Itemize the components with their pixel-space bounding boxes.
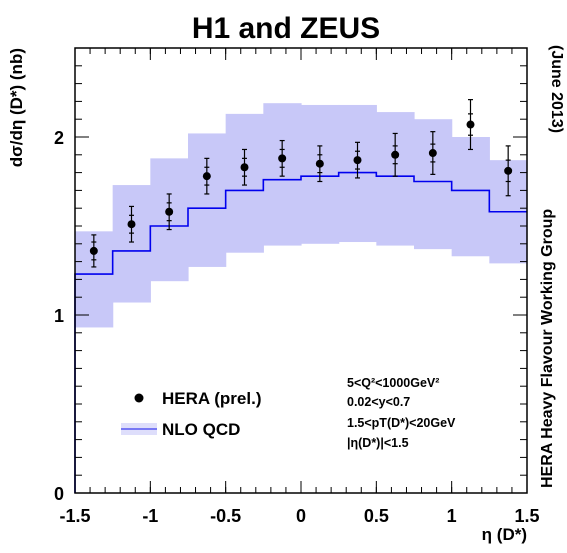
x-tick-label: -0.5 (210, 506, 241, 526)
cut-eta: |η(D*)|<1.5 (347, 436, 409, 450)
nlo-band-bin (188, 133, 227, 267)
x-tick-label: 1.5 (514, 506, 539, 526)
data-point (278, 154, 287, 163)
y-tick-label: 0 (54, 484, 64, 504)
nlo-band-bin (451, 137, 490, 257)
data-point (391, 150, 400, 159)
x-tick-label: -1 (142, 506, 158, 526)
y-axis-label: dσ/dη (D*) (nb) (7, 48, 26, 167)
data-point (504, 166, 513, 175)
x-tick-label: 0 (296, 506, 306, 526)
data-point (240, 163, 249, 172)
x-tick-label: 0.5 (364, 506, 389, 526)
data-point (89, 246, 98, 255)
data-point (127, 220, 136, 229)
side-group: HERA Heavy Flavour Working Group (539, 209, 556, 488)
x-axis-label: η (D*) (482, 525, 527, 544)
hera-points-layer (89, 99, 513, 268)
nlo-band-bin (112, 185, 151, 303)
data-point (202, 172, 211, 181)
nlo-step-layer (74, 171, 527, 493)
data-point (466, 120, 475, 129)
y-tick-label: 1 (54, 306, 64, 326)
legend-marker-nlo-band (121, 423, 157, 435)
data-point (353, 156, 362, 165)
cut-pt: 1.5<pT(D*)<20GeV (347, 416, 456, 430)
data-point (428, 149, 437, 158)
nlo-band-bin (376, 112, 415, 246)
cut-q2: 5<Q²<1000GeV² (347, 376, 439, 390)
nlo-line (74, 171, 527, 493)
x-tick-label: -1.5 (59, 506, 90, 526)
cuts-annotation: 5<Q²<1000GeV² 0.02<y<0.7 1.5<pT(D*)<20Ge… (347, 376, 456, 450)
legend-label-nlo: NLO QCD (162, 420, 240, 439)
data-point (165, 207, 174, 216)
legend-label-hera: HERA (prel.) (162, 389, 262, 408)
axis-layer: -1.5 -1 -0.5 0 0.5 1 1.5 0 1 2 (54, 47, 540, 526)
chart-title: H1 and ZEUS (192, 12, 380, 45)
data-point (315, 159, 324, 168)
cut-q2-text: 5<Q²<1000GeV² (347, 376, 439, 390)
cut-y: 0.02<y<0.7 (347, 395, 410, 409)
nlo-band-layer (75, 103, 528, 328)
legend-marker-hera (134, 393, 144, 403)
side-date: (June 2013) (548, 45, 565, 133)
x-tick-label: 1 (447, 506, 457, 526)
legend: HERA (prel.) NLO QCD (121, 389, 262, 439)
y-tick-label: 2 (54, 128, 64, 148)
